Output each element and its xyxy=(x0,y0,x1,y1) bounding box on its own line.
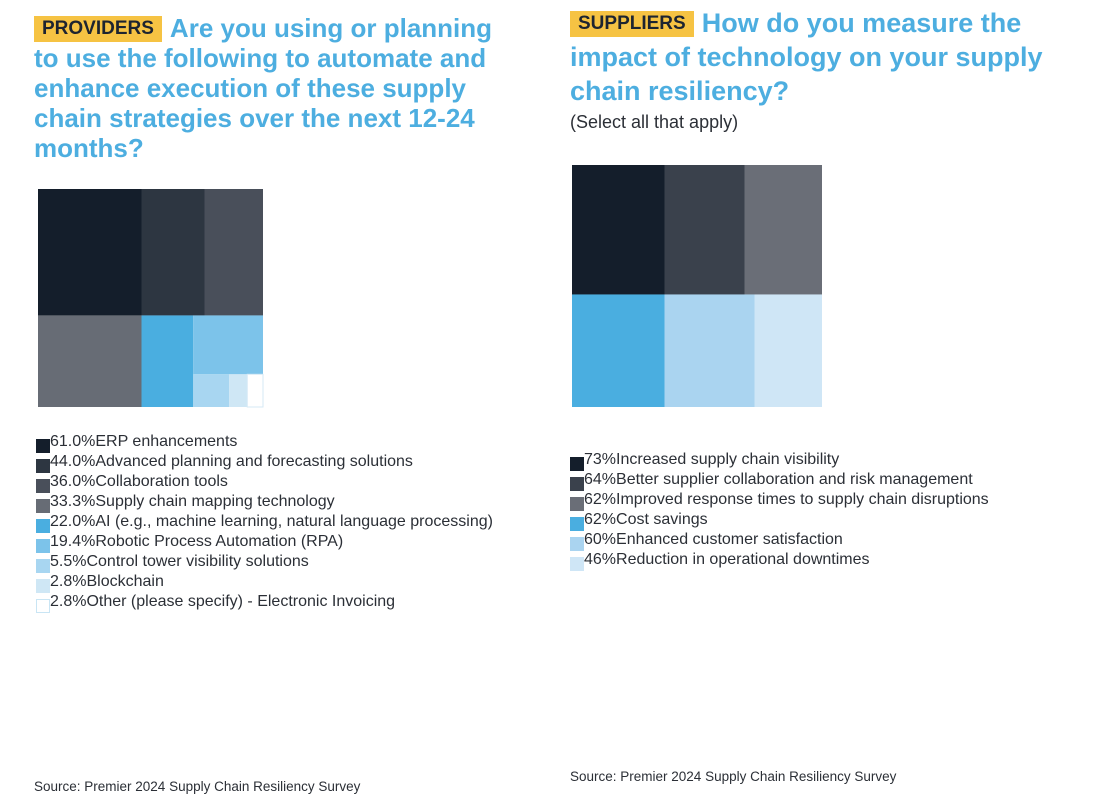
suppliers-legend-swatch xyxy=(570,497,584,511)
suppliers-source: Source: Premier 2024 Supply Chain Resili… xyxy=(570,769,897,784)
providers-legend: 61.0% ERP enhancements 44.0% Advanced plann… xyxy=(36,433,516,613)
providers-legend-item: 19.4% Robotic Process Automation (RPA) xyxy=(36,533,516,553)
providers-cell-7 xyxy=(193,374,230,407)
suppliers-subtitle: (Select all that apply) xyxy=(570,112,739,132)
providers-legend-label: Blockchain xyxy=(86,573,164,590)
suppliers-legend-item: 60% Enhanced customer satisfaction xyxy=(570,531,1090,551)
providers-cell-1 xyxy=(38,189,142,316)
suppliers-legend-swatch xyxy=(570,557,584,571)
providers-legend-swatch xyxy=(36,459,50,473)
suppliers-legend-label: Reduction in operational downtimes xyxy=(616,551,870,568)
providers-legend-label: AI (e.g., machine learning, natural lang… xyxy=(95,513,493,530)
suppliers-tag: SUPPLIERS xyxy=(570,11,694,37)
providers-cell-2 xyxy=(141,189,205,316)
suppliers-legend-label: Improved response times to supply chain … xyxy=(616,491,989,508)
suppliers-cell-1 xyxy=(572,165,665,295)
providers-cell-9 xyxy=(246,373,264,408)
providers-legend-label: Advanced planning and forecasting soluti… xyxy=(95,453,413,470)
suppliers-legend-label: Better supplier collaboration and risk m… xyxy=(616,471,973,488)
suppliers-legend-value: 64% xyxy=(584,471,617,488)
suppliers-legend-item: 64% Better supplier collaboration and ris… xyxy=(570,471,1090,491)
providers-legend-swatch xyxy=(36,539,50,553)
providers-legend-label: Robotic Process Automation (RPA) xyxy=(95,533,344,550)
suppliers-legend-value: 62% xyxy=(584,511,617,528)
providers-legend-value: 36.0% xyxy=(50,473,96,490)
providers-cell-3 xyxy=(204,189,263,316)
suppliers-cell-4 xyxy=(572,294,665,407)
suppliers-title: SUPPLIERS How do you measure the impact o… xyxy=(570,6,1090,108)
suppliers-legend-swatch xyxy=(570,517,584,531)
suppliers-cell-6 xyxy=(754,294,822,407)
providers-legend-item: 61.0% ERP enhancements xyxy=(36,433,516,453)
providers-legend-item: 2.8% Other (please specify) - Electronic … xyxy=(36,593,516,613)
suppliers-legend-swatch xyxy=(570,457,584,471)
providers-legend-value: 2.8% xyxy=(50,573,87,590)
suppliers-legend-swatch xyxy=(570,537,584,551)
suppliers-legend-swatch xyxy=(570,477,584,491)
suppliers-legend: 73% Increased supply chain visibility 64% B… xyxy=(570,451,1090,571)
providers-legend-swatch xyxy=(36,599,50,613)
suppliers-legend-item: 62% Improved response times to supply cha… xyxy=(570,491,1090,511)
suppliers-legend-item: 73% Increased supply chain visibility xyxy=(570,451,1090,471)
providers-cell-6 xyxy=(193,315,263,375)
suppliers-legend-label: Enhanced customer satisfaction xyxy=(616,531,843,548)
providers-tag: PROVIDERS xyxy=(34,16,162,42)
suppliers-treemap-svg xyxy=(572,165,822,407)
providers-treemap xyxy=(38,189,264,408)
providers-legend-value: 44.0% xyxy=(50,453,96,470)
providers-legend-swatch xyxy=(36,559,50,573)
providers-legend-value: 2.8% xyxy=(50,593,87,610)
providers-legend-item: 2.8% Blockchain xyxy=(36,573,516,593)
suppliers-legend-item: 46% Reduction in operational downtimes xyxy=(570,551,1090,571)
suppliers-legend-value: 60% xyxy=(584,531,617,548)
suppliers-question: How do you measure the impact of technol… xyxy=(570,8,1043,106)
providers-legend-item: 36.0% Collaboration tools xyxy=(36,473,516,493)
providers-legend-label: Control tower visibility solutions xyxy=(86,553,309,570)
providers-cell-4 xyxy=(38,315,142,407)
providers-legend-value: 5.5% xyxy=(50,553,87,570)
providers-panel: PROVIDERS Are you using or planning to us… xyxy=(34,0,514,163)
suppliers-cell-5 xyxy=(664,294,755,407)
providers-source: Source: Premier 2024 Supply Chain Resili… xyxy=(34,779,361,794)
providers-legend-label: Supply chain mapping technology xyxy=(95,493,335,510)
providers-question: Are you using or planning to use the fol… xyxy=(34,13,493,163)
suppliers-legend-item: 62% Cost savings xyxy=(570,511,1090,531)
providers-legend-swatch xyxy=(36,579,50,593)
providers-legend-swatch xyxy=(36,479,50,493)
providers-cell-8 xyxy=(229,374,248,407)
providers-cell-5 xyxy=(141,315,194,407)
suppliers-legend-label: Increased supply chain visibility xyxy=(616,451,840,468)
suppliers-legend-value: 62% xyxy=(584,491,617,508)
providers-legend-value: 61.0% xyxy=(50,433,96,450)
suppliers-legend-value: 46% xyxy=(584,551,617,568)
providers-legend-item: 44.0% Advanced planning and forecasting s… xyxy=(36,453,516,473)
providers-legend-swatch xyxy=(36,519,50,533)
suppliers-cell-2 xyxy=(664,165,745,295)
providers-legend-value: 19.4% xyxy=(50,533,96,550)
providers-legend-item: 33.3% Supply chain mapping technology xyxy=(36,493,516,513)
providers-legend-item: 22.0% AI (e.g., machine learning, natural… xyxy=(36,513,516,533)
suppliers-legend-label: Cost savings xyxy=(616,511,708,528)
providers-legend-label: ERP enhancements xyxy=(95,433,238,450)
suppliers-legend-value: 73% xyxy=(584,451,617,468)
suppliers-treemap xyxy=(572,165,822,407)
providers-legend-value: 22.0% xyxy=(50,513,96,530)
providers-legend-label: Other (please specify) - Electronic Invo… xyxy=(86,593,396,610)
providers-legend-swatch xyxy=(36,439,50,453)
providers-legend-swatch xyxy=(36,499,50,513)
providers-legend-item: 5.5% Control tower visibility solutions xyxy=(36,553,516,573)
providers-legend-value: 33.3% xyxy=(50,493,96,510)
providers-treemap-svg xyxy=(38,189,264,408)
suppliers-panel: SUPPLIERS How do you measure the impact o… xyxy=(570,0,1090,133)
providers-title: PROVIDERS Are you using or planning to us… xyxy=(34,13,514,163)
suppliers-cell-3 xyxy=(744,165,822,295)
providers-legend-label: Collaboration tools xyxy=(95,473,228,490)
